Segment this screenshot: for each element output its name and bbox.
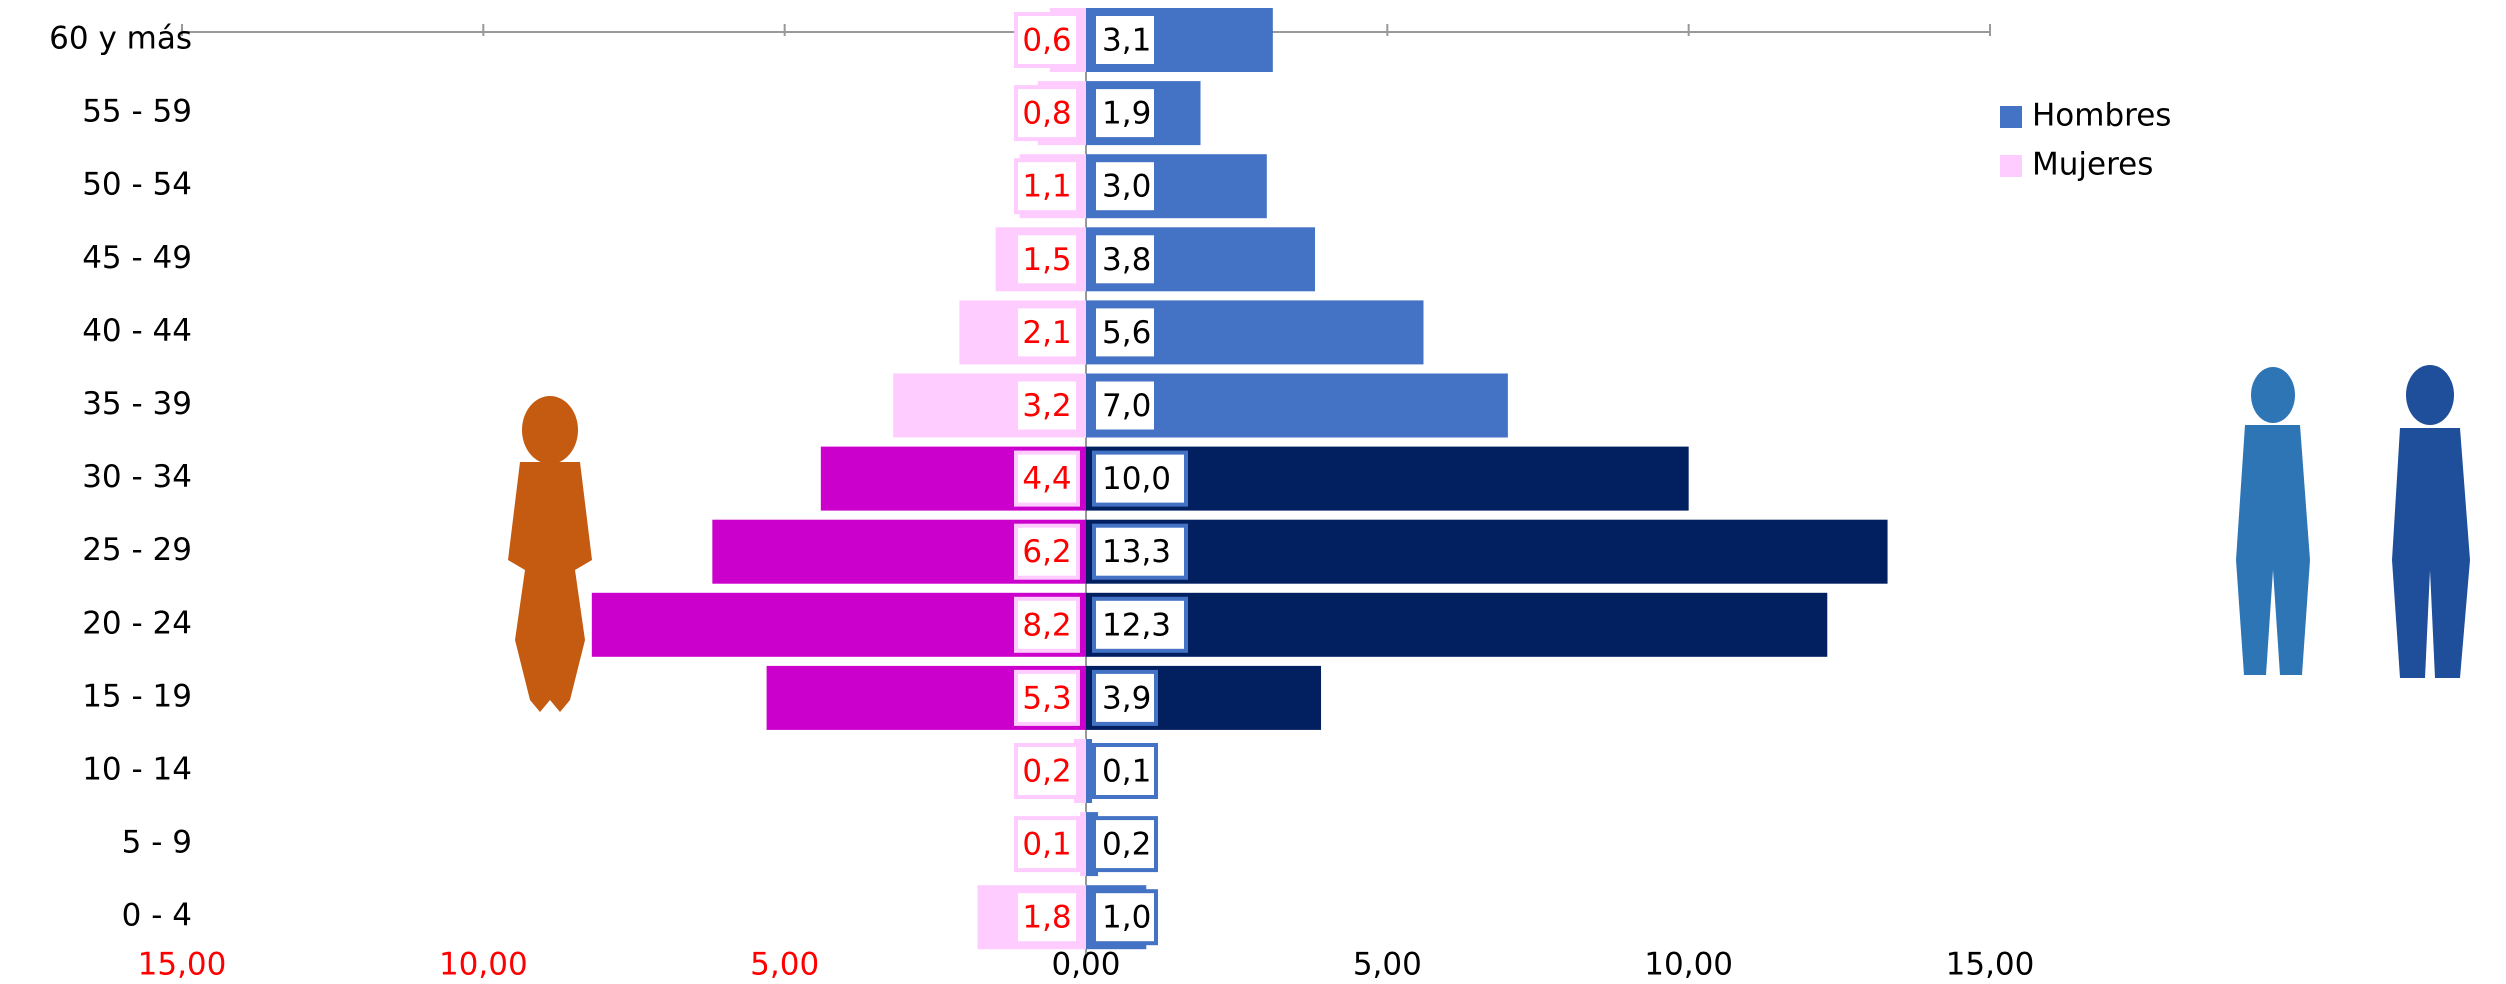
bar — [1079, 812, 1086, 877]
value-label: 8,2 — [1022, 607, 1071, 643]
bar — [1086, 519, 1888, 584]
x-tick-label: 10,00 — [439, 947, 528, 983]
legend-swatch — [2000, 106, 2022, 128]
value-label-box — [1014, 450, 1080, 507]
value-label: 0,2 — [1102, 827, 1151, 863]
value-label: 7,0 — [1102, 388, 1151, 424]
bar — [1086, 739, 1093, 803]
value-label: 5,6 — [1102, 315, 1151, 351]
value-label-box — [1014, 304, 1080, 361]
y-tick-label: 20 - 24 — [82, 605, 192, 641]
value-label: 10,0 — [1102, 461, 1171, 497]
value-label: 1,0 — [1102, 900, 1151, 936]
value-label: 0,8 — [1022, 96, 1071, 132]
x-tick-label: 15,00 — [138, 947, 227, 983]
value-label-box — [1014, 523, 1080, 580]
value-label-box — [1092, 304, 1158, 361]
value-label: 3,0 — [1102, 169, 1151, 205]
value-label: 1,5 — [1022, 242, 1071, 278]
woman-silhouette — [508, 396, 592, 712]
value-label: 5,3 — [1022, 680, 1071, 716]
y-tick-label: 45 - 49 — [82, 240, 192, 276]
value-label: 0,1 — [1022, 827, 1071, 863]
y-tick-label: 10 - 14 — [82, 752, 192, 788]
y-tick-label: 35 - 39 — [82, 386, 192, 422]
y-tick-label: 50 - 54 — [82, 167, 192, 203]
legend-label: Mujeres — [2032, 147, 2153, 183]
value-label-box — [1014, 158, 1080, 215]
value-label-box — [1092, 889, 1158, 946]
value-label-box — [1092, 523, 1188, 580]
value-label-box — [1092, 231, 1158, 288]
y-tick-label: 30 - 34 — [82, 459, 192, 495]
value-label-box — [1092, 816, 1158, 873]
x-tick-label: 5,00 — [750, 947, 819, 983]
value-label-box — [1092, 158, 1158, 215]
value-label-box — [1014, 669, 1080, 726]
value-label-box — [1014, 231, 1080, 288]
x-tick-label: 15,00 — [1946, 947, 2035, 983]
value-label: 12,3 — [1102, 607, 1171, 643]
value-label: 0,6 — [1022, 23, 1071, 59]
x-tick-label: 10,00 — [1644, 947, 1733, 983]
value-label: 4,4 — [1022, 461, 1071, 497]
value-label: 3,9 — [1102, 680, 1151, 716]
legend-label: Hombres — [2032, 98, 2171, 134]
value-label: 3,2 — [1022, 388, 1071, 424]
bar — [1086, 592, 1828, 657]
value-label-box — [1092, 85, 1158, 142]
y-tick-label: 60 y más — [49, 21, 192, 57]
value-label-box — [1092, 743, 1158, 799]
value-label: 13,3 — [1102, 534, 1171, 570]
bar — [591, 592, 1086, 657]
value-label-box — [1014, 377, 1080, 434]
value-label: 1,1 — [1022, 169, 1071, 205]
value-label: 0,2 — [1022, 754, 1071, 790]
value-label-box — [1014, 12, 1080, 68]
value-label-box — [1092, 669, 1158, 726]
y-tick-label: 55 - 59 — [82, 94, 192, 130]
legend-swatch — [2000, 155, 2022, 177]
value-label: 1,9 — [1102, 96, 1151, 132]
value-label: 6,2 — [1022, 534, 1071, 570]
value-label-box — [1014, 816, 1080, 873]
value-label-box — [1014, 889, 1080, 946]
man-silhouettes — [2236, 365, 2470, 678]
value-label-box — [1092, 377, 1158, 434]
value-label-box — [1014, 85, 1080, 142]
y-tick-label: 25 - 29 — [82, 532, 192, 568]
value-label: 3,1 — [1102, 23, 1151, 59]
x-tick-label: 5,00 — [1353, 947, 1422, 983]
value-label: 1,8 — [1022, 900, 1071, 936]
y-tick-label: 0 - 4 — [122, 898, 192, 934]
value-label-box — [1092, 450, 1188, 507]
value-label-box — [1014, 743, 1080, 799]
value-label: 2,1 — [1022, 315, 1071, 351]
y-tick-label: 5 - 9 — [122, 825, 192, 861]
value-label: 0,1 — [1102, 754, 1151, 790]
value-label-box — [1014, 596, 1080, 653]
value-label-box — [1092, 12, 1158, 68]
value-label-box — [1092, 596, 1188, 653]
value-label: 3,8 — [1102, 242, 1151, 278]
y-tick-label: 15 - 19 — [82, 678, 192, 714]
y-tick-label: 40 - 44 — [82, 313, 192, 349]
